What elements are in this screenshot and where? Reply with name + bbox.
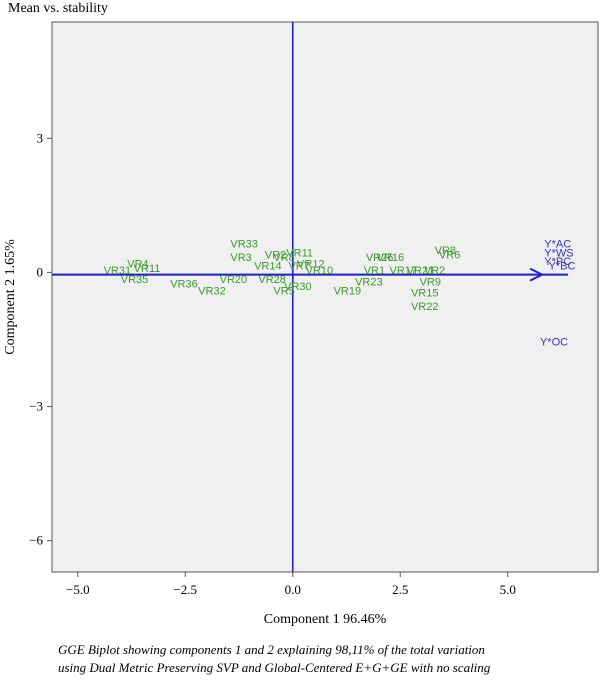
genotype-label: VR31 (104, 265, 132, 277)
genotype-label: VR22 (411, 301, 439, 313)
genotype-label: VR6 (439, 250, 460, 262)
x-tick-label: 0.0 (285, 582, 301, 597)
figure-caption: GGE Biplot showing components 1 and 2 ex… (58, 641, 594, 677)
y-tick-label: −6 (29, 533, 43, 548)
environment-label: Y*WS (544, 247, 573, 259)
x-tick-label: −2.5 (173, 582, 197, 597)
genotype-label: VR17 (389, 265, 417, 277)
genotype-label: VR1 (364, 265, 385, 277)
genotype-label: VR33 (230, 238, 258, 250)
genotype-label: VR11 (286, 247, 313, 259)
genotype-label: VR28 (258, 274, 286, 286)
ticks-layer: −5.0 −2.5 0.0 2.5 5.0 3 0 −3 −6 (29, 130, 516, 597)
environment-label: Y*OC (540, 337, 568, 349)
genotype-label: VR3 (230, 252, 251, 264)
genotype-label: VR19 (334, 285, 362, 297)
genotype-label: VR7 (288, 261, 309, 273)
genotype-label: VR35 (121, 274, 149, 286)
genotype-label: VR20 (220, 274, 248, 286)
caption-line-2: using Dual Metric Preserving SVP and Glo… (58, 660, 491, 675)
environment-label: Y*AC (544, 238, 571, 250)
genotype-label: VR11 (134, 263, 161, 275)
y-tick-label: −3 (29, 399, 43, 414)
genotype-label: VR36 (170, 279, 198, 291)
genotype-label: VR23 (355, 276, 383, 288)
x-tick-label: 5.0 (500, 582, 516, 597)
genotype-label: VR16 (377, 252, 405, 264)
axes-layer (52, 22, 568, 572)
genotype-label: VR21 (407, 265, 435, 277)
genotype-label: VR30 (284, 281, 312, 293)
genotype-label: VR8 (435, 245, 456, 257)
genotype-label: VR2 (424, 265, 445, 277)
chart-title: Mean vs. stability (8, 1, 108, 16)
x-tick-label: −5.0 (66, 582, 90, 597)
x-axis-label: Component 1 96.46% (264, 612, 387, 627)
environment-label: Y*BC (549, 261, 576, 273)
genotype-label: VR12 (297, 258, 325, 270)
genotype-label: VR15 (411, 288, 439, 300)
genotype-label: VR32 (198, 285, 226, 297)
genotype-label: VR14 (254, 261, 282, 273)
y-tick-label: 0 (37, 264, 44, 279)
genotype-label: VR2 (265, 250, 286, 262)
environment-label: Y*PC (544, 256, 571, 268)
plot-panel (51, 21, 599, 573)
genotype-label: VR5 (273, 285, 294, 297)
axis-arrowhead (529, 267, 545, 282)
x-tick-label: 2.5 (392, 582, 408, 597)
caption-line-1: GGE Biplot showing components 1 and 2 ex… (58, 642, 485, 657)
genotype-label: VR4 (127, 258, 148, 270)
y-axis-label: Component 2 1.65% (3, 239, 18, 355)
genotype-label: VR26 (366, 252, 394, 264)
genotype-label: VR9 (420, 276, 441, 288)
genotype-label: VR8 (273, 252, 294, 264)
genotype-label: VR10 (306, 265, 334, 277)
y-tick-label: 3 (37, 130, 44, 145)
